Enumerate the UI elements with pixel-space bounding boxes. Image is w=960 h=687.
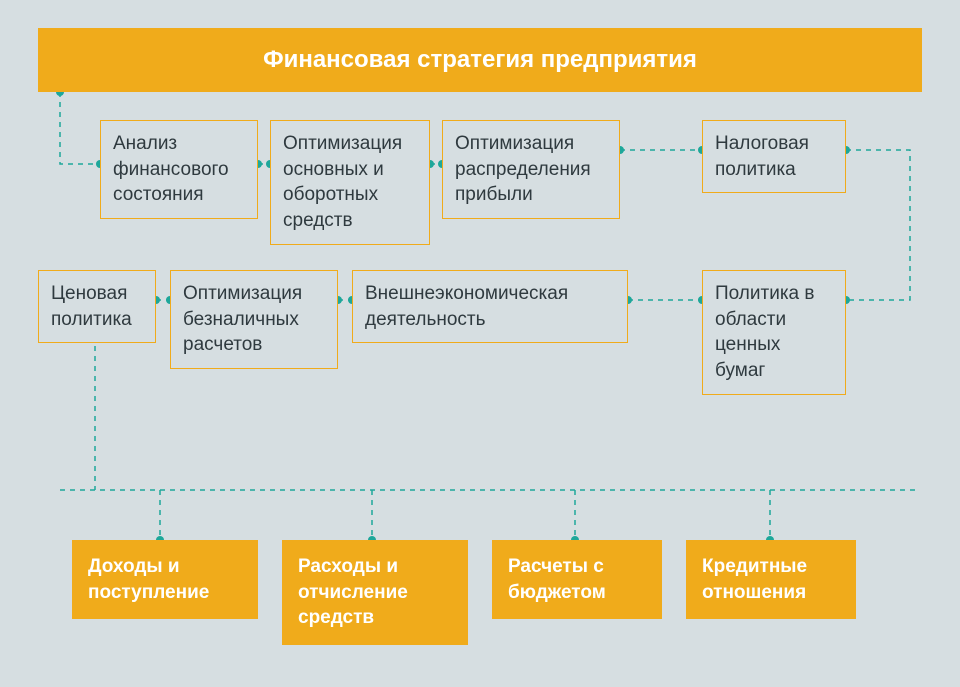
row3-node-3: Кредитные отношения bbox=[686, 540, 856, 619]
row2-node-3: Политика в области ценных бумаг bbox=[702, 270, 846, 395]
title-bar: Финансовая стратегия предприятия bbox=[38, 28, 922, 92]
title-text: Финансовая стратегия предприятия bbox=[263, 46, 697, 74]
row2-node-2: Внешнеэкономическая деятельность bbox=[352, 270, 628, 343]
row1-node-3: Налоговая политика bbox=[702, 120, 846, 193]
row2-node-0: Ценовая политика bbox=[38, 270, 156, 343]
row1-node-0: Анализ финансового состояния bbox=[100, 120, 258, 219]
row3-node-0: Доходы и поступление bbox=[72, 540, 258, 619]
diagram-canvas: Финансовая стратегия предприятия Анализ … bbox=[0, 0, 960, 687]
row1-node-2: Оптимизация распределения прибыли bbox=[442, 120, 620, 219]
row1-node-1: Оптимизация основных и оборотных средств bbox=[270, 120, 430, 245]
row3-node-2: Расчеты с бюджетом bbox=[492, 540, 662, 619]
row3-node-1: Расходы и отчисление средств bbox=[282, 540, 468, 645]
row2-node-1: Оптимизация безналичных расчетов bbox=[170, 270, 338, 369]
